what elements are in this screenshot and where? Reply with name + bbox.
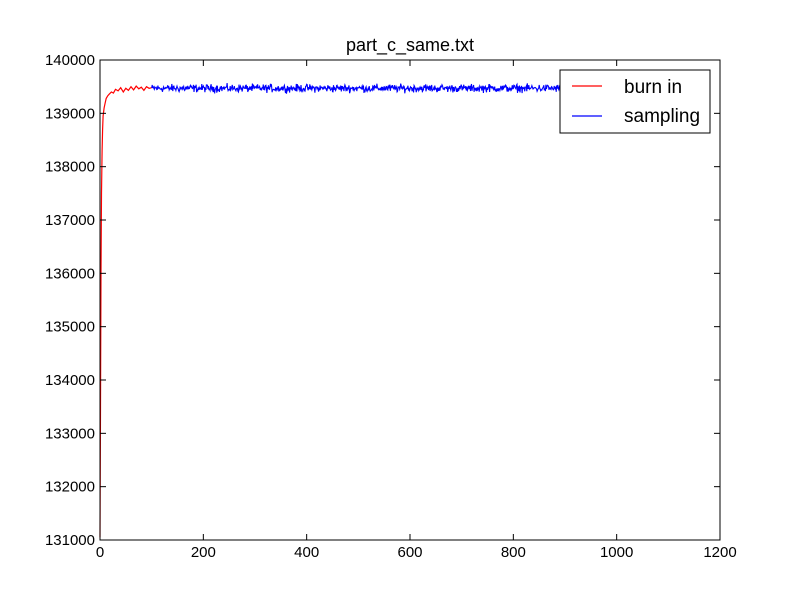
x-tick-label: 600 <box>397 544 422 561</box>
y-tick-label: 136000 <box>45 265 95 282</box>
y-tick-label: 139000 <box>45 105 95 122</box>
legend-box <box>559 69 711 134</box>
y-tick-label: 138000 <box>45 159 95 176</box>
y-tick-label: 131000 <box>45 532 95 549</box>
x-tick-label: 400 <box>294 544 319 561</box>
x-tick-label: 1200 <box>703 544 736 561</box>
series-layer <box>99 82 566 538</box>
x-tick-label: 800 <box>501 544 526 561</box>
chart-title: part_c_same.txt <box>346 35 474 56</box>
x-tick-label: 200 <box>191 544 216 561</box>
legend: burn in sampling <box>559 69 711 134</box>
y-tick-label: 137000 <box>45 212 95 229</box>
y-tick-label: 135000 <box>45 319 95 336</box>
series-line-burn-in <box>99 85 152 538</box>
ticks-layer: 0 200 400 600 800 1000 1200 131000 132000 133000 1… <box>45 52 737 561</box>
x-tick-label: 0 <box>96 544 104 561</box>
y-tick-label: 140000 <box>45 52 95 69</box>
series-line-sampling <box>151 82 566 95</box>
y-tick-label: 134000 <box>45 372 95 389</box>
y-tick-label: 132000 <box>45 479 95 496</box>
x-tick-label: 1000 <box>600 544 633 561</box>
y-tick-label: 133000 <box>45 425 95 442</box>
legend-label-sampling: sampling <box>624 106 700 127</box>
legend-label-burn-in: burn in <box>624 77 682 98</box>
